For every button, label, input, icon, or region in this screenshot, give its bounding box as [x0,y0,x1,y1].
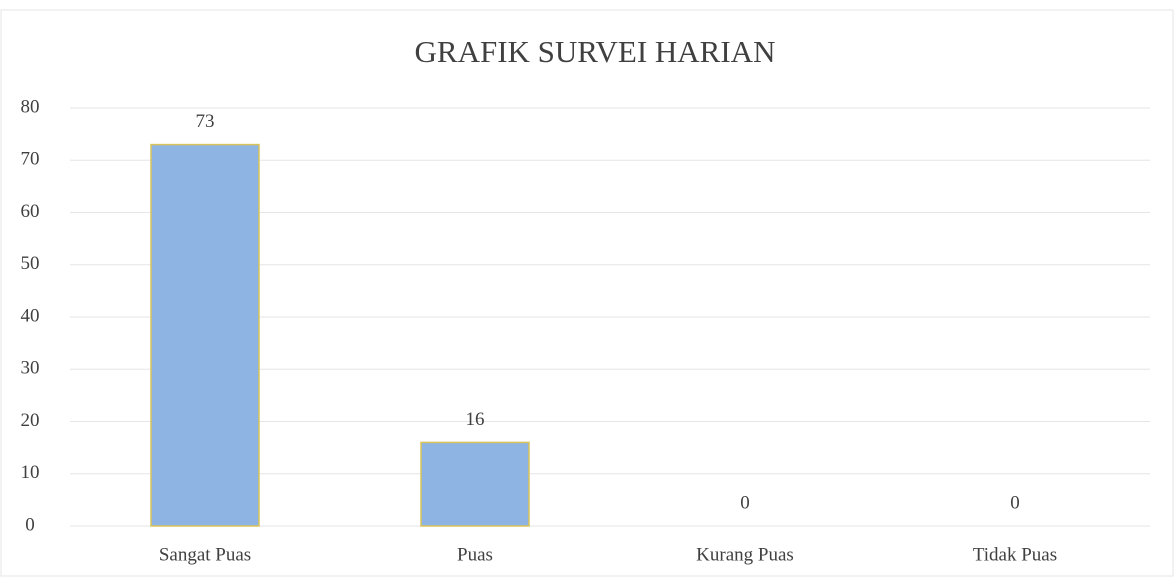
y-tick-label: 60 [21,201,40,222]
y-tick-label: 10 [21,462,40,483]
data-label: 16 [466,409,485,430]
y-tick-label: 70 [21,149,40,170]
x-tick-label: Puas [457,544,493,565]
y-tick-label: 80 [21,96,40,117]
data-label: 0 [1010,492,1020,513]
y-tick-label: 30 [21,358,40,379]
y-tick-label: 40 [21,305,40,326]
data-label: 0 [740,492,750,513]
chart-title: GRAFIK SURVEI HARIAN [415,34,776,69]
x-tick-label: Sangat Puas [159,544,251,565]
bar [420,441,530,527]
x-tick-label: Kurang Puas [696,544,794,565]
x-tick-label: Tidak Puas [973,544,1057,565]
bar [150,143,260,527]
data-label: 73 [196,111,215,132]
y-tick-label: 50 [21,253,40,274]
y-tick-label: 20 [21,410,40,431]
y-tick-label: 0 [25,514,35,535]
